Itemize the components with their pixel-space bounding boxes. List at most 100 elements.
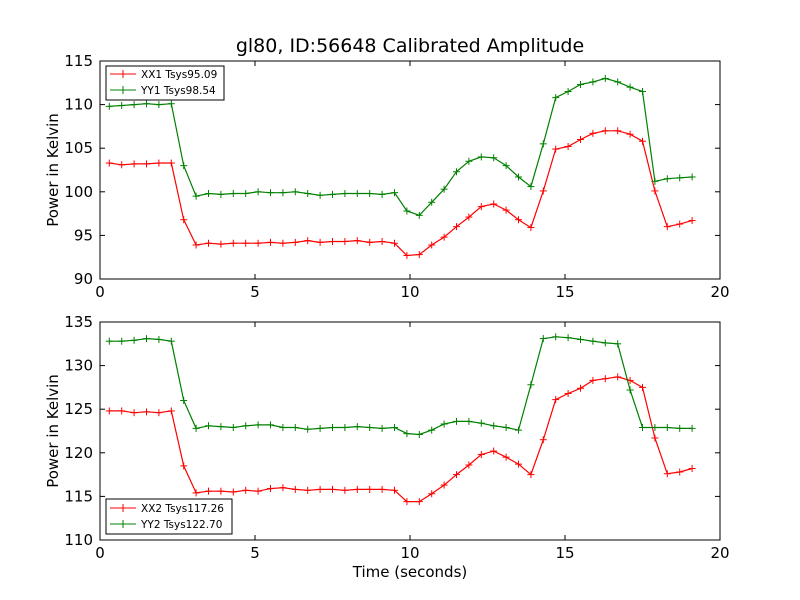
top-y-ticks: 90 95 100 105 110 115 (64, 52, 93, 288)
data-point (626, 130, 634, 138)
data-point (229, 190, 237, 198)
data-point (502, 206, 510, 214)
data-point (316, 424, 324, 432)
data-point (415, 430, 423, 438)
data-point (217, 190, 225, 198)
data-point (316, 238, 324, 246)
data-point (577, 335, 584, 343)
data-point (515, 216, 522, 224)
data-point (391, 486, 398, 494)
data-point (639, 137, 646, 145)
data-point (552, 145, 560, 153)
data-point (415, 251, 423, 259)
data-point (167, 159, 175, 167)
data-point (353, 485, 361, 493)
data-point (428, 490, 436, 498)
data-point (490, 200, 498, 208)
data-point (428, 198, 436, 206)
top-plot: Power in Kelvin 90 95 100 105 110 115 0 … (44, 52, 730, 301)
data-point (539, 140, 547, 148)
bottom-x-tick-label: 10 (400, 544, 419, 562)
bottom-y-tick-label: 130 (64, 357, 93, 375)
data-point (242, 422, 250, 430)
data-point (366, 238, 374, 246)
bottom-series (105, 333, 696, 506)
data-point (502, 453, 510, 461)
data-point (205, 487, 212, 495)
data-point (229, 239, 237, 247)
data-point (477, 419, 485, 427)
top-x-tick-label: 5 (250, 283, 260, 301)
data-point (663, 424, 671, 432)
data-point (428, 426, 436, 434)
bottom-x-tick-label: 15 (555, 544, 574, 562)
data-point (291, 188, 299, 196)
data-point (614, 78, 622, 86)
data-point (130, 336, 138, 344)
data-point (254, 487, 262, 495)
data-point (589, 337, 597, 345)
data-point (242, 190, 250, 198)
data-point (552, 333, 560, 341)
bottom-tick-marks (99, 321, 721, 541)
data-point (601, 339, 609, 347)
data-point (205, 239, 212, 247)
data-point (415, 211, 423, 219)
data-point (118, 337, 126, 345)
data-point (651, 177, 659, 185)
data-point (254, 239, 262, 247)
bottom-y-tick-label: 135 (64, 313, 93, 331)
data-point (490, 422, 498, 430)
data-point (180, 216, 188, 224)
data-point (279, 239, 287, 247)
data-point (267, 189, 274, 197)
data-point (601, 127, 609, 135)
data-point (291, 485, 299, 493)
data-point (601, 375, 609, 383)
top-legend: XX1 Tsys95.09 YY1 Tsys98.54 (105, 65, 225, 101)
legend-label-yy1: YY1 Tsys98.54 (140, 85, 216, 97)
data-point (105, 337, 113, 345)
data-point (316, 191, 324, 199)
top-series (105, 74, 696, 259)
bottom-x-tick-label: 0 (95, 544, 105, 562)
bottom-y-axis-label: Power in Kelvin (44, 374, 62, 488)
data-point (552, 396, 560, 404)
data-point (391, 239, 398, 247)
data-point (663, 470, 671, 478)
top-y-tick-label: 90 (74, 270, 93, 288)
top-x-tick-label: 0 (95, 283, 105, 301)
data-point (477, 203, 485, 211)
data-point (589, 78, 597, 86)
data-point (192, 241, 200, 249)
data-point (477, 451, 485, 459)
top-y-tick-label: 95 (74, 226, 93, 244)
data-point (254, 421, 262, 429)
legend-label-xx1: XX1 Tsys95.09 (141, 69, 217, 81)
data-point (539, 187, 547, 195)
data-point (341, 424, 349, 432)
bottom-y-tick-label: 115 (64, 487, 93, 505)
data-point (329, 485, 336, 493)
data-point (143, 408, 150, 416)
top-y-tick-label: 105 (64, 139, 93, 157)
data-point (502, 162, 510, 170)
data-point (353, 423, 361, 431)
data-point (391, 189, 398, 197)
data-point (167, 407, 175, 415)
data-point (353, 237, 361, 245)
data-point (403, 207, 411, 215)
data-point (527, 224, 535, 232)
data-point (453, 223, 460, 231)
data-point (329, 190, 336, 198)
data-point (539, 335, 547, 343)
bottom-y-tick-label: 125 (64, 400, 93, 418)
data-point (105, 102, 113, 110)
data-point (155, 409, 163, 417)
data-point (465, 213, 473, 221)
data-point (676, 174, 684, 182)
data-point (217, 423, 225, 431)
figure-title: gl80, ID:56648 Calibrated Amplitude (236, 35, 584, 57)
data-point (676, 468, 684, 476)
data-point (688, 173, 696, 181)
